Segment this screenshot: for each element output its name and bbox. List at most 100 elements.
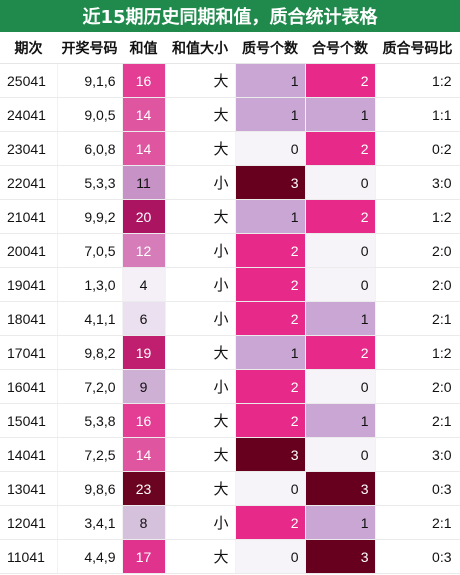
period-cell: 23041 (0, 131, 58, 166)
numbers-cell: 3,4,1 (57, 505, 123, 540)
sum-size-cell: 小 (165, 505, 236, 540)
numbers-cell: 7,2,5 (57, 437, 123, 472)
table-row: 22041 5,3,3 11 小 3 0 3:0 (0, 165, 460, 200)
composite-count-cell: 2 (305, 131, 376, 166)
period-cell: 12041 (0, 505, 58, 540)
stats-table: 期次 开奖号码 和值 和值大小 质号个数 合号个数 质合号码比 25041 9,1… (0, 32, 460, 574)
prime-count-cell: 0 (235, 539, 306, 574)
table-row: 18041 4,1,1 6 小 2 1 2:1 (0, 301, 460, 336)
period-cell: 14041 (0, 437, 58, 472)
sum-cell: 23 (122, 471, 166, 506)
composite-count-cell: 0 (305, 369, 376, 404)
sum-size-cell: 小 (165, 233, 236, 268)
table-row: 15041 5,3,8 16 大 2 1 2:1 (0, 403, 460, 438)
sum-cell: 16 (122, 403, 166, 438)
prime-count-cell: 1 (235, 335, 306, 370)
header-numbers: 开奖号码 (57, 32, 122, 64)
sum-size-cell: 大 (165, 97, 236, 132)
table-row: 20041 7,0,5 12 小 2 0 2:0 (0, 233, 460, 268)
table-row: 25041 9,1,6 16 大 1 2 1:2 (0, 63, 460, 98)
ratio-cell: 3:0 (375, 165, 460, 200)
prime-count-cell: 2 (235, 301, 306, 336)
sum-cell: 8 (122, 505, 166, 540)
table-title: 近15期历史同期和值，质合统计表格 (0, 0, 460, 32)
ratio-cell: 0:3 (375, 471, 460, 506)
numbers-cell: 9,8,6 (57, 471, 123, 506)
sum-size-cell: 小 (165, 165, 236, 200)
table-row: 23041 6,0,8 14 大 0 2 0:2 (0, 131, 460, 166)
header-sum-size: 和值大小 (165, 32, 235, 64)
numbers-cell: 6,0,8 (57, 131, 123, 166)
composite-count-cell: 0 (305, 233, 376, 268)
header-ratio: 质合号码比 (375, 32, 460, 64)
sum-size-cell: 大 (165, 539, 236, 574)
period-cell: 25041 (0, 63, 58, 98)
composite-count-cell: 1 (305, 97, 376, 132)
composite-count-cell: 0 (305, 437, 376, 472)
period-cell: 22041 (0, 165, 58, 200)
numbers-cell: 4,4,9 (57, 539, 123, 574)
header-composite-count: 合号个数 (305, 32, 375, 64)
table-body: 25041 9,1,6 16 大 1 2 1:2 24041 9,0,5 14 大 1 1 1:1 2304… (0, 63, 460, 574)
sum-cell: 16 (122, 63, 166, 98)
composite-count-cell: 1 (305, 403, 376, 438)
composite-count-cell: 0 (305, 165, 376, 200)
composite-count-cell: 1 (305, 505, 376, 540)
sum-size-cell: 大 (165, 403, 236, 438)
period-cell: 11041 (0, 539, 58, 574)
ratio-cell: 1:1 (375, 97, 460, 132)
table-row: 14041 7,2,5 14 大 3 0 3:0 (0, 437, 460, 472)
table-row: 12041 3,4,1 8 小 2 1 2:1 (0, 505, 460, 540)
sum-size-cell: 小 (165, 267, 236, 302)
table-row: 21041 9,9,2 20 大 1 2 1:2 (0, 199, 460, 234)
prime-count-cell: 2 (235, 505, 306, 540)
prime-count-cell: 1 (235, 199, 306, 234)
ratio-cell: 2:1 (375, 301, 460, 336)
sum-cell: 19 (122, 335, 166, 370)
period-cell: 21041 (0, 199, 58, 234)
period-cell: 15041 (0, 403, 58, 438)
numbers-cell: 9,1,6 (57, 63, 123, 98)
ratio-cell: 2:1 (375, 403, 460, 438)
sum-size-cell: 大 (165, 471, 236, 506)
sum-cell: 14 (122, 97, 166, 132)
ratio-cell: 2:0 (375, 233, 460, 268)
period-cell: 18041 (0, 301, 58, 336)
prime-count-cell: 3 (235, 165, 306, 200)
header-period: 期次 (0, 32, 57, 64)
period-cell: 24041 (0, 97, 58, 132)
prime-count-cell: 2 (235, 369, 306, 404)
header-sum: 和值 (122, 32, 165, 64)
table-row: 13041 9,8,6 23 大 0 3 0:3 (0, 471, 460, 506)
sum-size-cell: 大 (165, 335, 236, 370)
composite-count-cell: 0 (305, 267, 376, 302)
prime-count-cell: 2 (235, 267, 306, 302)
sum-cell: 12 (122, 233, 166, 268)
sum-size-cell: 大 (165, 199, 236, 234)
ratio-cell: 2:1 (375, 505, 460, 540)
ratio-cell: 2:0 (375, 369, 460, 404)
numbers-cell: 9,8,2 (57, 335, 123, 370)
prime-count-cell: 0 (235, 471, 306, 506)
table-row: 11041 4,4,9 17 大 0 3 0:3 (0, 539, 460, 574)
numbers-cell: 7,2,0 (57, 369, 123, 404)
numbers-cell: 9,0,5 (57, 97, 123, 132)
composite-count-cell: 2 (305, 63, 376, 98)
prime-count-cell: 2 (235, 403, 306, 438)
numbers-cell: 4,1,1 (57, 301, 123, 336)
numbers-cell: 9,9,2 (57, 199, 123, 234)
sum-size-cell: 大 (165, 437, 236, 472)
sum-cell: 9 (122, 369, 166, 404)
numbers-cell: 1,3,0 (57, 267, 123, 302)
sum-cell: 20 (122, 199, 166, 234)
composite-count-cell: 1 (305, 301, 376, 336)
composite-count-cell: 3 (305, 539, 376, 574)
prime-count-cell: 1 (235, 63, 306, 98)
sum-cell: 11 (122, 165, 166, 200)
composite-count-cell: 2 (305, 335, 376, 370)
numbers-cell: 5,3,8 (57, 403, 123, 438)
period-cell: 20041 (0, 233, 58, 268)
period-cell: 13041 (0, 471, 58, 506)
numbers-cell: 5,3,3 (57, 165, 123, 200)
ratio-cell: 0:2 (375, 131, 460, 166)
